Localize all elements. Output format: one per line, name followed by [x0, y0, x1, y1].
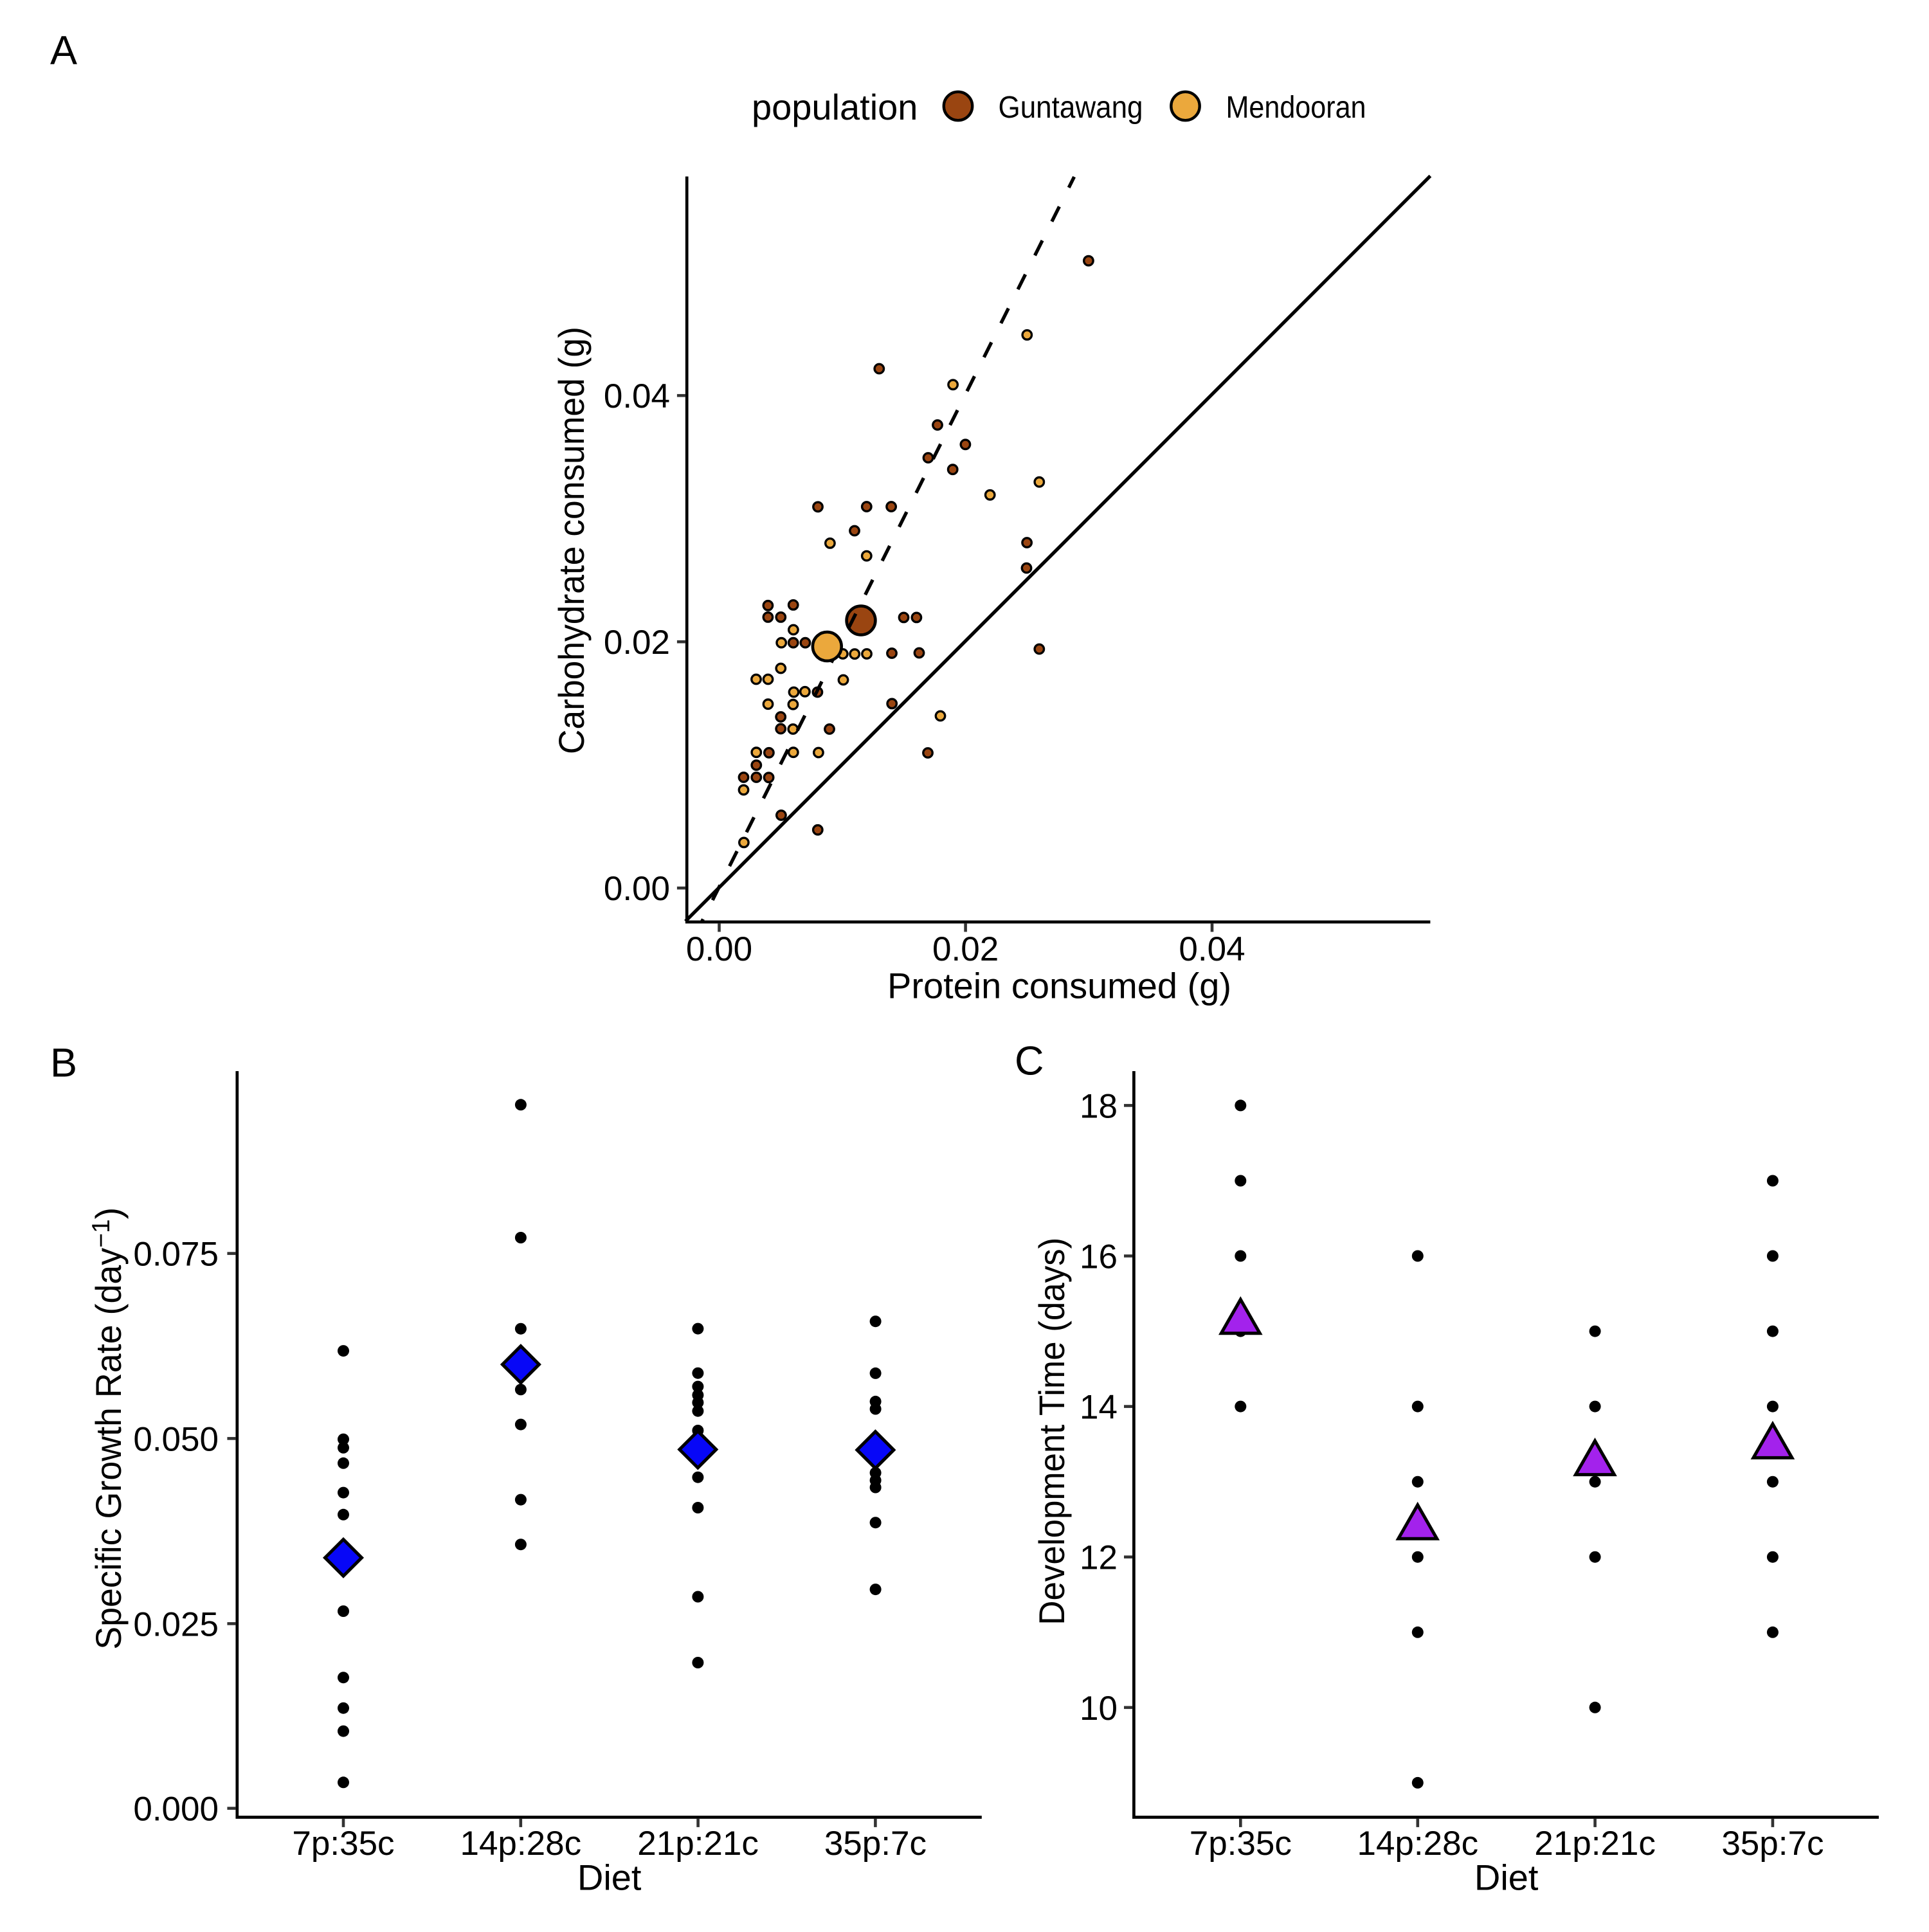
svg-text:35p:7c: 35p:7c [1721, 1825, 1824, 1863]
svg-text:0.050: 0.050 [133, 1420, 219, 1458]
svg-text:14p:28c: 14p:28c [460, 1825, 581, 1863]
svg-text:12: 12 [1080, 1539, 1118, 1577]
svg-text:Diet: Diet [1474, 1857, 1539, 1897]
svg-text:population: population [752, 87, 918, 127]
svg-text:0.075: 0.075 [133, 1236, 219, 1274]
svg-text:0.04: 0.04 [604, 377, 670, 415]
svg-text:Mendooran: Mendooran [1226, 91, 1366, 125]
svg-text:Development Time (days): Development Time (days) [1031, 1238, 1072, 1625]
svg-text:21p:21c: 21p:21c [1534, 1825, 1656, 1863]
svg-text:7p:35c: 7p:35c [1190, 1825, 1292, 1863]
svg-text:7p:35c: 7p:35c [292, 1825, 394, 1863]
svg-text:35p:7c: 35p:7c [824, 1825, 927, 1863]
svg-text:0.00: 0.00 [604, 870, 670, 908]
svg-text:0.000: 0.000 [133, 1791, 219, 1828]
svg-text:0.02: 0.02 [604, 624, 670, 662]
svg-text:Guntawang: Guntawang [999, 91, 1143, 125]
svg-text:14p:28c: 14p:28c [1357, 1825, 1478, 1863]
svg-text:Specific Growth Rate (day−1): Specific Growth Rate (day−1) [87, 1207, 129, 1650]
svg-text:0.00: 0.00 [686, 930, 752, 968]
svg-text:21p:21c: 21p:21c [637, 1825, 759, 1863]
svg-text:0.02: 0.02 [932, 930, 999, 968]
svg-text:B: B [50, 1041, 77, 1086]
svg-text:Diet: Diet [577, 1857, 642, 1897]
svg-text:Carbohydrate consumed (g): Carbohydrate consumed (g) [551, 327, 592, 754]
svg-text:10: 10 [1080, 1690, 1118, 1728]
svg-text:Protein consumed (g): Protein consumed (g) [887, 965, 1231, 1006]
svg-text:A: A [50, 28, 77, 73]
svg-text:16: 16 [1080, 1238, 1118, 1276]
svg-text:18: 18 [1080, 1087, 1118, 1125]
svg-text:0.025: 0.025 [133, 1605, 219, 1643]
svg-text:C: C [1015, 1038, 1044, 1083]
svg-text:0.04: 0.04 [1179, 930, 1245, 968]
svg-text:14: 14 [1080, 1389, 1118, 1427]
